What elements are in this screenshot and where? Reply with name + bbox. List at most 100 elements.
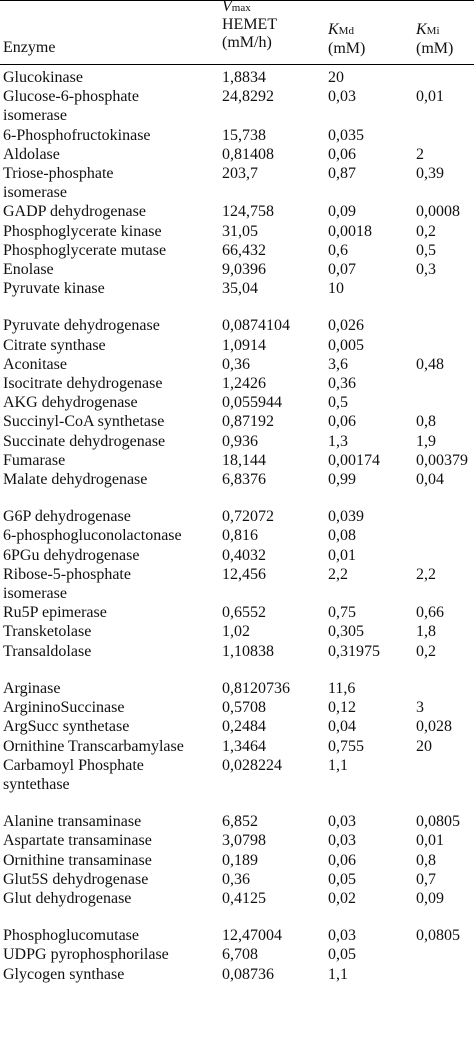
enzyme-name-line: Carbamoyl Phosphate xyxy=(3,756,144,774)
table-row: Glucokinase 1,8834 20 xyxy=(0,68,474,87)
kmi-subscript: Mi xyxy=(426,25,440,37)
kmd-subscript: Md xyxy=(338,25,354,37)
enzyme-name-line: ArgSucc synthetase xyxy=(3,718,130,736)
enzyme-name: Isocitrate dehydrogenase xyxy=(3,374,218,393)
kmd-value: 0,5 xyxy=(328,394,348,412)
vmax-subscript: max xyxy=(231,2,251,14)
enzyme-name-line: isomerase xyxy=(3,107,67,125)
enzyme-name-line: Aspartate transaminase xyxy=(3,832,152,850)
enzyme-name: ArgSucc synthetase xyxy=(3,717,218,736)
kmi-value: 0,7 xyxy=(416,870,436,888)
kmi-value: 0,0008 xyxy=(416,203,460,221)
enzyme-name-line: G6P dehydrogenase xyxy=(3,508,131,526)
vmax-value: 0,4032 xyxy=(222,546,266,564)
enzyme-name-line: AKG dehydrogenase xyxy=(3,394,138,412)
enzyme-name-line: Glut dehydrogenase xyxy=(3,889,132,907)
vmax-value: 0,72072 xyxy=(222,508,274,526)
table-row: Enolase 9,0396 0,07 0,3 xyxy=(0,260,474,279)
enzyme-name-line: Aldolase xyxy=(3,145,60,163)
enzyme-name-line: syntethase xyxy=(3,775,70,793)
vmax-value: 0,055944 xyxy=(222,394,282,412)
enzyme-name: Malate dehydrogenase xyxy=(3,470,218,489)
table-row: Phosphoglycerate kinase 31,05 0,0018 0,2 xyxy=(0,222,474,241)
table-row: 6-Phosphofructokinase 15,738 0,035 xyxy=(0,126,474,145)
enzyme-name: Ru5P epimerase xyxy=(3,603,218,622)
enzyme-name: Succinate dehydrogenase xyxy=(3,432,218,451)
enzyme-name: Alanine transaminase xyxy=(3,812,218,831)
kmi-value: 0,3 xyxy=(416,261,436,279)
kmd-value: 0,04 xyxy=(328,718,356,736)
kmd-value: 0,00174 xyxy=(328,451,380,469)
enzyme-name: Glut5S dehydrogenase xyxy=(3,870,218,889)
vmax-value: 1,2426 xyxy=(222,375,266,393)
table-row: Phosphoglycerate mutase 66,432 0,6 0,5 xyxy=(0,241,474,260)
table-row: ArgSucc synthetase 0,2484 0,04 0,028 xyxy=(0,717,474,736)
enzyme-name-line: Succinate dehydrogenase xyxy=(3,432,166,450)
enzyme-name-line: Succinyl-CoA synthetase xyxy=(3,413,165,431)
kmi-value: 1,9 xyxy=(416,432,436,450)
enzyme-name-line: Transaldolase xyxy=(3,642,92,660)
vmax-value: 3,0798 xyxy=(222,832,266,850)
kmi-value: 2 xyxy=(416,145,424,163)
kmi-value: 0,04 xyxy=(416,471,444,489)
enzyme-name: Aconitase xyxy=(3,355,218,374)
enzyme-name: Fumarase xyxy=(3,451,218,470)
kmd-value: 1,1 xyxy=(328,965,348,983)
enzyme-name-line: Ornithine Transcarbamylase xyxy=(3,737,184,755)
header-enzyme: Enzyme xyxy=(3,39,56,56)
enzyme-name-line: Glucokinase xyxy=(3,69,83,86)
kmd-value: 0,305 xyxy=(328,623,364,641)
kmi-value: 0,39 xyxy=(416,165,444,183)
table-row: Fumarase 18,144 0,00174 0,00379 xyxy=(0,451,474,470)
kmd-value: 0,755 xyxy=(328,737,364,755)
table-row: Arginase 0,8120736 11,6 xyxy=(0,679,474,698)
table-row: Transaldolase 1,10838 0,31975 0,2 xyxy=(0,642,474,661)
header-kmi-symbol: KMi xyxy=(416,21,453,40)
table-row: Carbamoyl Phosphate syntethase 0,028224 1,1 xyxy=(0,756,474,794)
enzyme-name-line: Triose-phosphate xyxy=(3,165,114,183)
enzyme-name: Enolase xyxy=(3,260,218,279)
enzyme-name: Carbamoyl Phosphate syntethase xyxy=(3,756,218,794)
kmi-value: 0,2 xyxy=(416,642,436,660)
kmi-value: 3 xyxy=(416,699,424,717)
vmax-value: 18,144 xyxy=(222,451,266,469)
table-row: Glucose-6-phosphate isomerase 24,8292 0,03 0… xyxy=(0,87,474,125)
kmi-value: 0,5 xyxy=(416,241,436,259)
kmd-value: 0,02 xyxy=(328,889,356,907)
vmax-value: 0,87192 xyxy=(222,413,274,431)
enzyme-name-line: Phosphoglycerate mutase xyxy=(3,241,167,259)
kmi-value: 0,0805 xyxy=(416,813,460,831)
enzyme-name-line: Pyruvate kinase xyxy=(3,280,105,298)
kmd-letter: K xyxy=(328,21,339,38)
vmax-value: 15,738 xyxy=(222,126,266,144)
header-kmd-unit: (mM) xyxy=(328,40,366,57)
enzyme-name: Phosphoglucomutase xyxy=(3,926,218,945)
vmax-value: 0,36 xyxy=(222,870,250,888)
table-row: Glut dehydrogenase 0,4125 0,02 0,09 xyxy=(0,889,474,908)
table-row: Glycogen synthase 0,08736 1,1 xyxy=(0,965,474,984)
header-top-rule xyxy=(0,0,474,1)
enzyme-name-line: 6-phosphogluconolactonase xyxy=(3,527,182,545)
vmax-value: 31,05 xyxy=(222,222,258,240)
header-kmd-symbol: KMd xyxy=(328,21,365,40)
kmd-value: 0,005 xyxy=(328,336,364,354)
enzyme-name: Transketolase xyxy=(3,622,218,641)
enzyme-name: Glut dehydrogenase xyxy=(3,889,218,908)
enzyme-name-line: Ornithine transaminase xyxy=(3,851,152,869)
vmax-value: 66,432 xyxy=(222,241,266,259)
table-row: Pyruvate dehydrogenase 0,0874104 0,026 xyxy=(0,316,474,335)
kmd-value: 10 xyxy=(328,280,344,298)
table-row: 6-phosphogluconolactonase 0,816 0,08 xyxy=(0,526,474,545)
kmi-value: 2,2 xyxy=(416,565,436,583)
header-vmax-symbol: Vmax xyxy=(222,0,277,16)
enzyme-name-line: Phosphoglucomutase xyxy=(3,927,139,945)
kmd-value: 2,2 xyxy=(328,565,348,583)
kmi-value: 0,09 xyxy=(416,889,444,907)
enzyme-name: 6-phosphogluconolactonase xyxy=(3,526,218,545)
enzyme-name-line: ArgininoSuccinase xyxy=(3,699,125,717)
vmax-value: 0,816 xyxy=(222,527,258,545)
vmax-value: 24,8292 xyxy=(222,88,274,106)
enzyme-name-line: Glycogen synthase xyxy=(3,965,125,983)
kmi-value: 0,01 xyxy=(416,832,444,850)
kmd-value: 20 xyxy=(328,69,344,86)
